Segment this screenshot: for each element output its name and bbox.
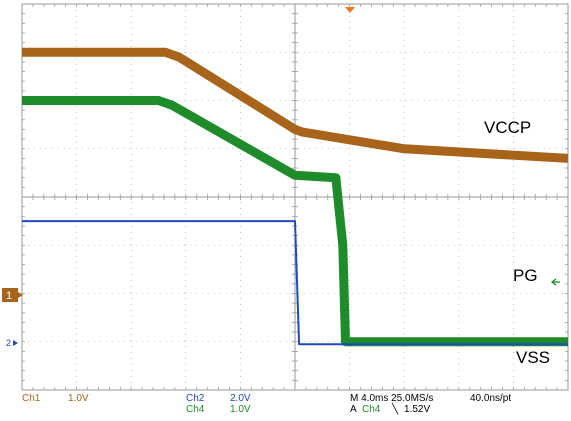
status-bar: Ch1 1.0V Ch2 2.0V Ch4 1.0V M 4.0ms 25.0M… [22,393,511,415]
graticule [21,3,569,391]
pg-marker-arrow [550,278,560,286]
series-line-trace-1 [22,96,568,347]
ch1-channel-label: Ch1 [22,393,41,404]
trigger-prefix: A [350,404,357,415]
pg-label: PG [513,266,538,285]
ch2-scale: 2.0V [230,393,251,404]
ch2-channel-label: Ch2 [186,393,205,404]
sample-interval-readout: 40.0ns/pt [470,393,511,404]
trigger-position-marker [345,7,355,13]
ch4-scale: 1.0V [230,404,251,415]
trigger-channel: Ch4 [362,404,381,415]
series-line-trace-2 [22,220,568,346]
series-line-vccp [22,47,569,163]
timebase-readout: M 4.0ms 25.0MS/s [350,393,433,404]
ch1-scale: 1.0V [68,393,89,404]
ch1-marker-label: 1 [6,290,12,302]
vccp-label: VCCP [484,118,531,137]
ch2-marker-arrow [13,340,18,346]
ch1-ground-marker [2,288,18,302]
ch1-marker-arrow [18,292,23,298]
waveform-traces [22,47,569,347]
vss-label: VSS [516,348,550,367]
trigger-level: 1.52V [404,404,430,415]
trigger-slope-icon: ╲ [391,402,399,415]
ch4-channel-label: Ch4 [186,404,205,415]
ch2-marker-label: 2 [6,338,11,348]
